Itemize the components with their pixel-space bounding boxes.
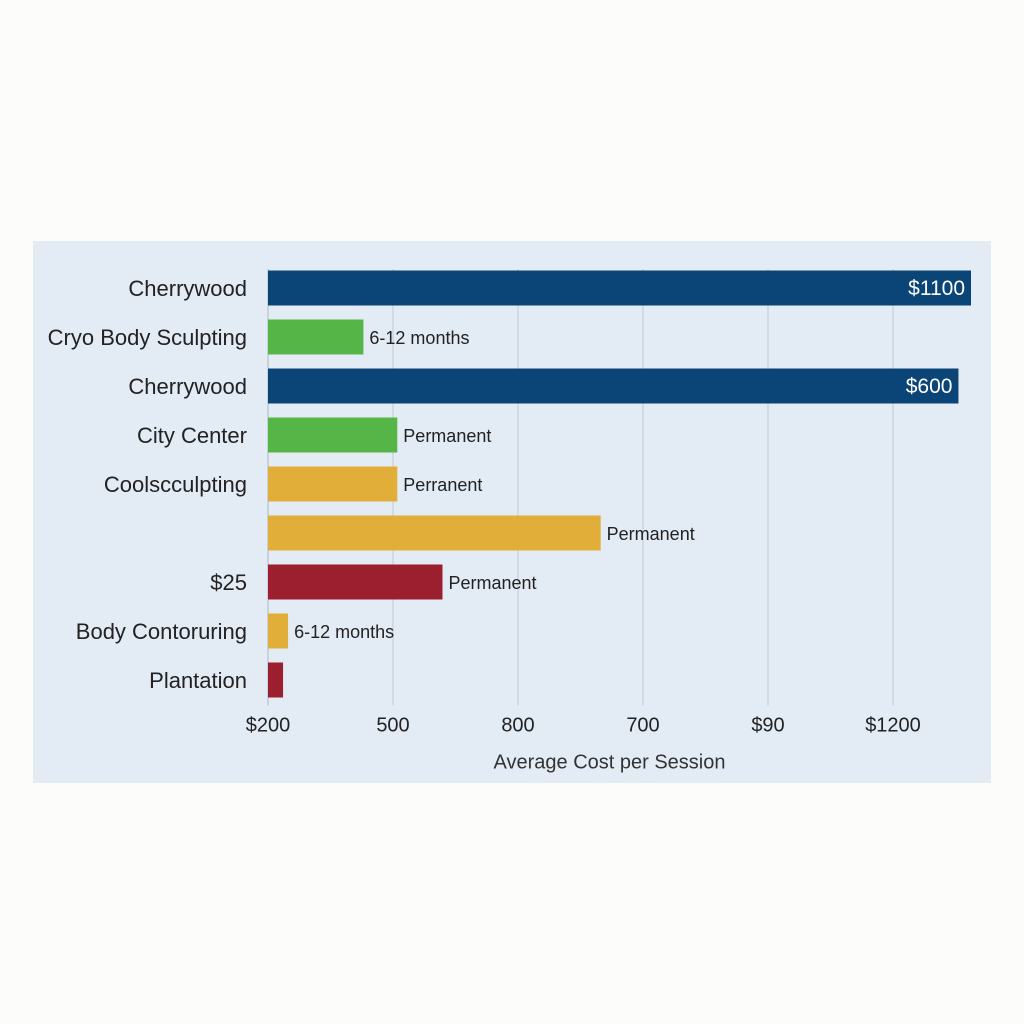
bar-chart: $1100 6-12 months $600 Permanent Perranent Pe… [48,269,971,774]
bar-value-label: 6-12 months [294,622,394,642]
x-tick-label: $90 [751,715,784,737]
category-label: Cherrywood [128,374,247,399]
category-label: Cryo Body Sculpting [48,325,247,350]
x-tick-label: 800 [501,715,534,737]
bar-value-label: Permanent [448,573,536,593]
bars: $1100 6-12 months $600 Permanent Perranent Pe… [268,270,971,698]
category-label: Coolscculpting [104,472,247,497]
bar [268,270,971,306]
category-label: Cherrywood [128,276,247,301]
bar-value-label: 6-12 months [369,328,469,348]
category-label: Body Contoruring [76,619,247,644]
category-label: $25 [210,570,247,595]
x-axis-title: Average Cost per Session [494,752,726,774]
bar-value-label: Perranent [403,475,482,495]
category-labels: Cherrywood Cryo Body Sculpting Cherrywood C… [48,276,247,693]
bar-value-label: Permanent [607,524,695,544]
bar [268,319,364,355]
x-tick-labels: $200 500 800 700 $90 $1200 [246,715,921,737]
bar-value-label: Permanent [403,426,491,446]
x-tick-label: $200 [246,715,291,737]
bar [268,466,398,502]
x-tick-label: 700 [626,715,659,737]
x-tick-label: $1200 [865,715,921,737]
bar-value-label: $1100 [908,277,965,300]
bar [268,662,284,698]
bar [268,515,601,551]
chart-panel: $1100 6-12 months $600 Permanent Perranent Pe… [33,241,991,783]
bar-value-label: $600 [906,375,953,398]
bar [268,417,398,453]
category-label: City Center [137,423,247,448]
bar [268,368,959,404]
bar [268,613,289,649]
category-label: Plantation [149,668,247,693]
x-tick-label: 500 [376,715,409,737]
bar [268,564,443,600]
